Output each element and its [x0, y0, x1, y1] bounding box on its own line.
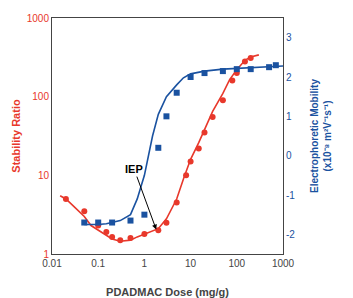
svg-text:1000: 1000 [272, 258, 295, 269]
svg-text:0.01: 0.01 [42, 258, 62, 269]
svg-text:IEP: IEP [125, 163, 143, 175]
svg-text:10: 10 [38, 170, 50, 181]
svg-text:Electrophoretic Mobility(x10⁻⁸: Electrophoretic Mobility(x10⁻⁸ m²V⁻¹s⁻¹) [309, 79, 333, 193]
svg-text:1: 1 [43, 249, 49, 260]
svg-text:PDADMAC Dose (mg/g): PDADMAC Dose (mg/g) [106, 286, 229, 298]
svg-text:-2: -2 [286, 229, 295, 240]
svg-text:1: 1 [142, 258, 148, 269]
svg-text:2: 2 [286, 72, 292, 83]
svg-text:1: 1 [286, 111, 292, 122]
svg-text:-1: -1 [286, 190, 295, 201]
svg-text:Stability Ratio: Stability Ratio [10, 99, 22, 173]
svg-text:100: 100 [32, 91, 49, 102]
svg-text:0: 0 [286, 150, 292, 161]
svg-text:0.1: 0.1 [91, 258, 105, 269]
svg-text:1000: 1000 [27, 13, 50, 24]
svg-text:3: 3 [286, 32, 292, 43]
svg-text:100: 100 [228, 258, 245, 269]
svg-text:10: 10 [185, 258, 197, 269]
